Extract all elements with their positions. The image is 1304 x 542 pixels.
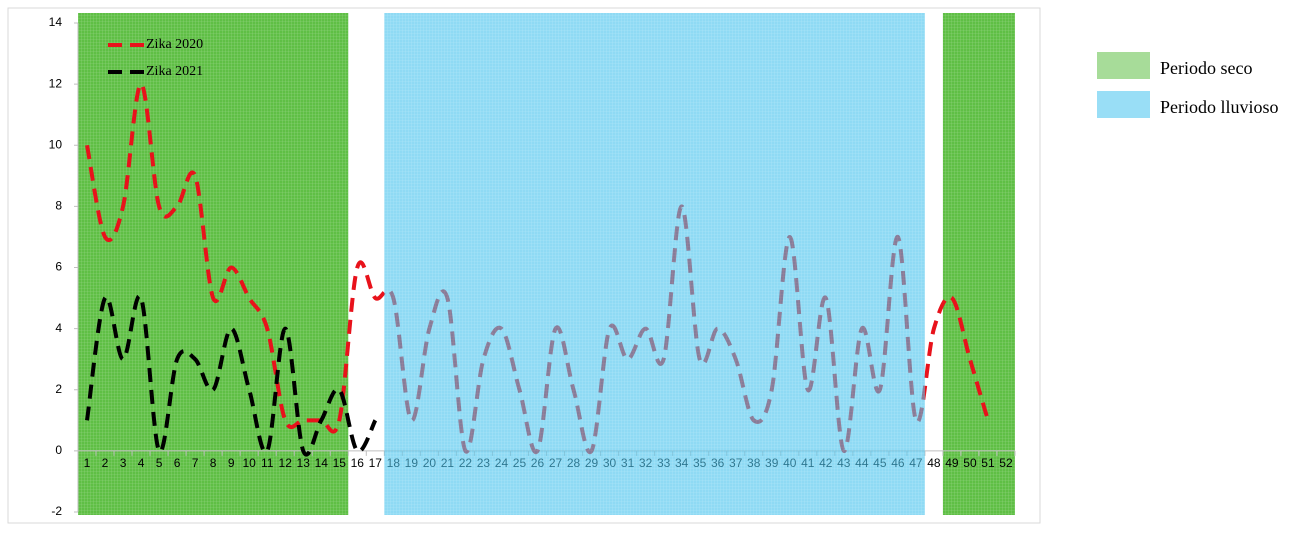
period-grid <box>942 13 1015 515</box>
x-tick-label: 4 <box>138 456 145 470</box>
period-grid <box>384 13 925 515</box>
x-tick-label: 6 <box>174 456 181 470</box>
x-tick-label: 11 <box>261 456 274 470</box>
x-tick-label: 14 <box>315 456 329 470</box>
period-region <box>78 13 349 515</box>
y-tick-label: 8 <box>55 199 62 213</box>
period-region <box>384 13 925 515</box>
x-tick-label: 15 <box>333 456 347 470</box>
x-tick-label: 48 <box>927 456 941 470</box>
x-tick-label: 2 <box>102 456 109 470</box>
period-region <box>942 13 1015 515</box>
legend-label: Periodo seco <box>1160 58 1252 78</box>
y-tick-label: 4 <box>55 321 62 335</box>
y-tick-label: 14 <box>49 15 63 29</box>
x-tick-label: 49 <box>945 456 959 470</box>
y-tick-label: 10 <box>49 137 63 151</box>
series-line <box>85 294 378 457</box>
legend-label: Zika 2020 <box>146 37 203 52</box>
legend-swatch <box>1097 91 1150 118</box>
y-tick-label: 6 <box>55 260 62 274</box>
x-tick-label: 16 <box>351 456 365 470</box>
y-tick-label: 0 <box>55 443 62 457</box>
x-tick-label: 12 <box>279 456 293 470</box>
x-tick-label: 10 <box>243 456 257 470</box>
x-tick-label: 52 <box>999 456 1013 470</box>
y-tick-label: 12 <box>49 76 63 90</box>
plot-frame <box>7 7 1041 524</box>
x-tick-label: 9 <box>228 456 235 470</box>
legend-label: Periodo lluvioso <box>1160 97 1279 117</box>
x-tick-label: 1 <box>84 456 91 470</box>
period-grid <box>78 13 349 515</box>
x-tick-label: 17 <box>369 456 383 470</box>
y-tick-label: 2 <box>55 382 62 396</box>
x-tick-label: 8 <box>210 456 217 470</box>
x-tick-label: 13 <box>297 456 311 470</box>
y-tick-label: -2 <box>51 504 62 518</box>
x-tick-label: 7 <box>192 456 199 470</box>
x-tick-label: 51 <box>981 456 995 470</box>
x-tick-label: 3 <box>120 456 127 470</box>
legend-label: Zika 2021 <box>146 64 203 79</box>
legend-swatch <box>1097 52 1150 79</box>
x-tick-label: 5 <box>156 456 163 470</box>
x-tick-label: 50 <box>963 456 977 470</box>
